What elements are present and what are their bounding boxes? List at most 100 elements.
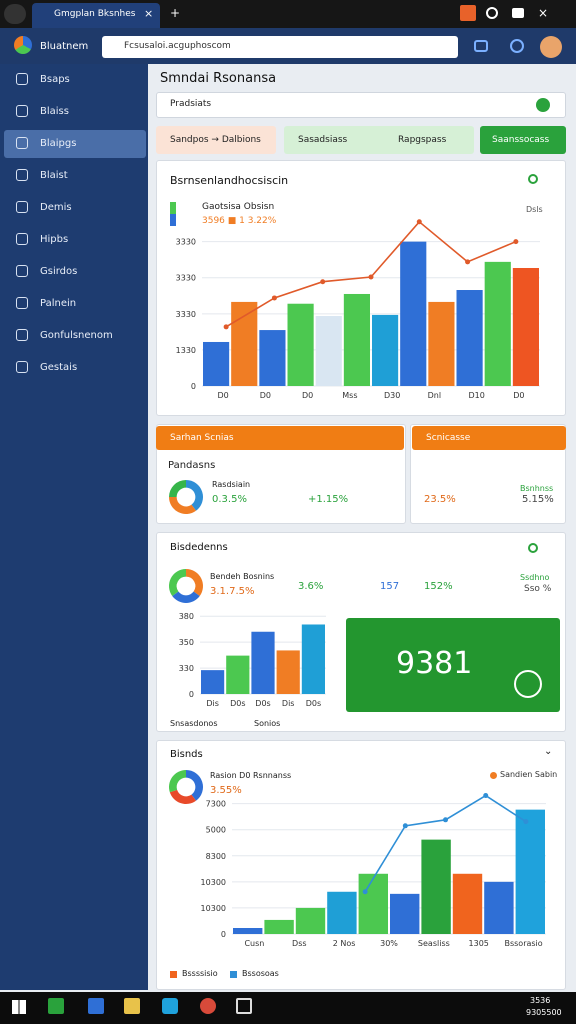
- stat: 3.55%: [210, 785, 242, 796]
- footer-text: Bssosoas: [242, 969, 279, 978]
- card-toggle[interactable]: [528, 174, 538, 184]
- logo: [14, 36, 32, 54]
- header-text: Sarhan Scnias: [170, 433, 234, 443]
- close-tab[interactable]: ×: [144, 7, 154, 20]
- taskbar-app[interactable]: [124, 998, 140, 1014]
- card: [156, 160, 566, 416]
- clock-time: 3536: [530, 996, 551, 1005]
- card-toggle[interactable]: [528, 543, 538, 553]
- legend: Gaotsisa Obsisn: [202, 202, 275, 212]
- nav-icon: [16, 105, 28, 117]
- search-box[interactable]: [156, 92, 566, 118]
- clock-date: 9305500: [526, 1008, 562, 1017]
- stat: 3.1.7.5%: [210, 586, 255, 597]
- card-title: Bisdedenns: [170, 542, 228, 553]
- tab-button[interactable]: [284, 126, 474, 154]
- stat: Sso %: [524, 584, 552, 594]
- search-text: Pradsiats: [170, 99, 212, 109]
- search-btn[interactable]: [536, 98, 550, 112]
- stat: 5.15%: [522, 494, 554, 505]
- url: Fcsusaloi.acguphoscom: [124, 41, 231, 51]
- nav-item[interactable]: Demis: [40, 202, 72, 213]
- nav-item[interactable]: Hipbs: [40, 234, 69, 245]
- toolbar-btn[interactable]: [474, 40, 488, 52]
- legend: Sandien Sabin: [500, 770, 558, 779]
- taskbar-app[interactable]: [48, 998, 64, 1014]
- taskbar: [0, 992, 576, 1024]
- kpi-icon[interactable]: [514, 670, 542, 698]
- stat: 23.5%: [424, 494, 456, 505]
- stat: 0.3.5%: [212, 494, 247, 505]
- nav-icon: [16, 329, 28, 341]
- nav-icon: [16, 361, 28, 373]
- tab-button[interactable]: [156, 126, 276, 154]
- card-header: [412, 426, 566, 450]
- nav-icon: [16, 73, 28, 85]
- nav-icon: [16, 137, 28, 149]
- nav-item[interactable]: Blaipgs: [40, 138, 77, 149]
- nav-icon: [16, 201, 28, 213]
- nav-item[interactable]: Blaiss: [40, 106, 69, 117]
- tab-label: Saanssocass: [492, 135, 550, 145]
- tab-title: Gmgplan Bksnhes: [54, 9, 136, 19]
- stat-label: Bendeh Bosnins: [210, 572, 275, 581]
- nav-item[interactable]: Blaist: [40, 170, 68, 181]
- taskbar-app[interactable]: [88, 998, 104, 1014]
- legend-swatch: [170, 202, 176, 226]
- header-text: Scnicasse: [426, 433, 471, 443]
- tab-button[interactable]: [480, 126, 566, 154]
- tab-label: Sasadsiass: [298, 135, 348, 145]
- card-toggle[interactable]: ⌄: [544, 746, 553, 757]
- nav-icon: [16, 169, 28, 181]
- legend-note: 3596 ■ 1 3.22%: [202, 216, 277, 226]
- taskbar-app[interactable]: [236, 998, 252, 1014]
- card-title: Bsrnsenlandhocsiscin: [170, 174, 289, 187]
- extension[interactable]: [460, 5, 476, 21]
- url-field[interactable]: [102, 36, 458, 58]
- nav-item[interactable]: Bsaps: [40, 74, 70, 85]
- card-header: [156, 426, 404, 450]
- stat-label: Ssdhno: [520, 573, 550, 582]
- legend-swatch: [230, 971, 237, 978]
- legend-swatch: [490, 772, 497, 779]
- nav-icon: [16, 265, 28, 277]
- toolbar-btn[interactable]: [510, 39, 524, 53]
- info-btn[interactable]: [486, 7, 498, 19]
- new-tab[interactable]: +: [170, 6, 181, 20]
- stat: 152%: [424, 581, 453, 592]
- page-title: Smndai Rsonansa: [160, 71, 277, 86]
- sidebar: [0, 64, 148, 990]
- taskbar-app[interactable]: [200, 998, 216, 1014]
- nav-item[interactable]: Gestais: [40, 362, 78, 373]
- stat: 157: [380, 581, 400, 592]
- footer-text: Bssssisio: [182, 969, 218, 978]
- stat-label: Bsnhnss: [520, 484, 554, 493]
- close-window[interactable]: ×: [538, 6, 549, 20]
- nav-item[interactable]: Palnein: [40, 298, 77, 309]
- tab-label: Sandpos → Dalbions: [170, 135, 261, 145]
- card-corner: Dsls: [526, 205, 543, 214]
- taskbar-app[interactable]: [162, 998, 178, 1014]
- card-title: Bisnds: [170, 749, 203, 760]
- stat: +1.15%: [308, 494, 349, 505]
- footer-text: Sonios: [254, 719, 281, 728]
- nav-icon: [16, 297, 28, 309]
- nav-item[interactable]: Gonfulsnenom: [40, 330, 113, 341]
- stat: 3.6%: [298, 581, 324, 592]
- menu-btn[interactable]: [512, 8, 524, 18]
- avatar[interactable]: [540, 36, 562, 58]
- browser-icon[interactable]: [4, 4, 26, 24]
- start-button[interactable]: [12, 1000, 26, 1014]
- nav-item[interactable]: Gsirdos: [40, 266, 78, 277]
- footer-text: Snsasdonos: [170, 719, 218, 728]
- brand: Bluatnem: [40, 41, 89, 52]
- tab-label: Rapgspass: [398, 135, 447, 145]
- card-title: Pandasns: [168, 460, 216, 471]
- legend-swatch: [170, 971, 177, 978]
- stat-label: Rasion D0 Rsnnanss: [210, 771, 292, 780]
- tab[interactable]: [32, 3, 160, 28]
- kpi-value: 9381: [396, 646, 473, 681]
- nav-icon: [16, 233, 28, 245]
- stat-label: Rasdsiain: [212, 480, 251, 489]
